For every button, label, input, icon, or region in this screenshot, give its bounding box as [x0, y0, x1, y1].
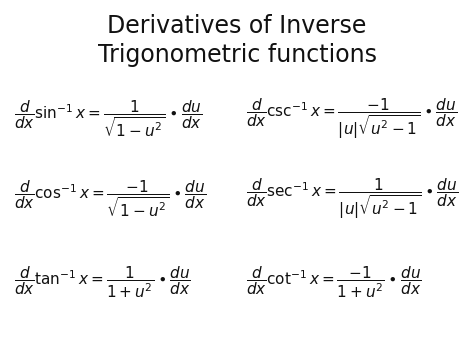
Text: $\dfrac{d}{dx}\tan^{-1}x = \dfrac{1}{1+u^2} \bullet \dfrac{du}{dx}$: $\dfrac{d}{dx}\tan^{-1}x = \dfrac{1}{1+u…	[14, 264, 191, 300]
Text: $\dfrac{d}{dx}\sin^{-1}x = \dfrac{1}{\sqrt{1-u^2}} \bullet \dfrac{du}{dx}$: $\dfrac{d}{dx}\sin^{-1}x = \dfrac{1}{\sq…	[14, 98, 202, 139]
Text: $\dfrac{d}{dx}\csc^{-1}x = \dfrac{-1}{|u|\sqrt{u^2-1}} \bullet \dfrac{du}{dx}$: $\dfrac{d}{dx}\csc^{-1}x = \dfrac{-1}{|u…	[246, 96, 457, 141]
Text: $\dfrac{d}{dx}\cot^{-1}x = \dfrac{-1}{1+u^2} \bullet \dfrac{du}{dx}$: $\dfrac{d}{dx}\cot^{-1}x = \dfrac{-1}{1+…	[246, 264, 422, 300]
Text: $\dfrac{d}{dx}\sec^{-1}x = \dfrac{1}{|u|\sqrt{u^2-1}} \bullet \dfrac{du}{dx}$: $\dfrac{d}{dx}\sec^{-1}x = \dfrac{1}{|u|…	[246, 176, 458, 221]
Text: $\dfrac{d}{dx}\cos^{-1}x = \dfrac{-1}{\sqrt{1-u^2}} \bullet \dfrac{du}{dx}$: $\dfrac{d}{dx}\cos^{-1}x = \dfrac{-1}{\s…	[14, 178, 206, 219]
Text: Derivatives of Inverse
Trigonometric functions: Derivatives of Inverse Trigonometric fun…	[98, 14, 376, 67]
